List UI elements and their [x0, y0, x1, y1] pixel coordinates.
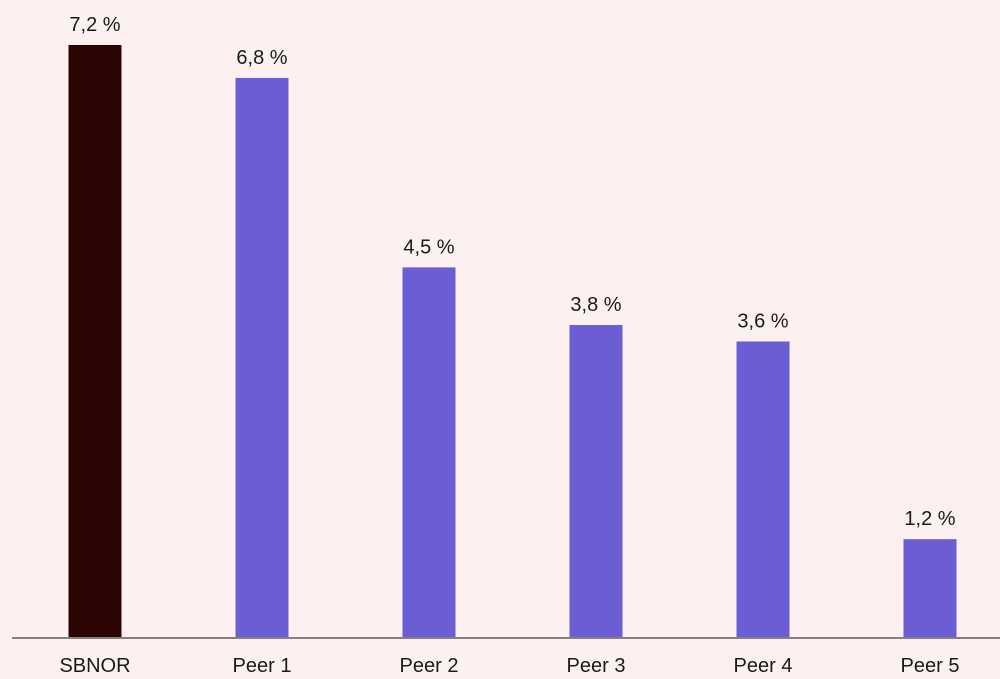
x-tick-label: SBNOR — [59, 655, 130, 677]
value-label: 1,2 % — [904, 508, 955, 530]
value-label: 3,6 % — [737, 311, 788, 333]
bar-sbnor — [68, 45, 122, 638]
value-label: 4,5 % — [403, 236, 454, 258]
bars-group — [68, 45, 957, 638]
x-tick-label: Peer 4 — [734, 655, 793, 677]
value-label: 7,2 % — [69, 14, 120, 36]
x-tick-labels-group: SBNOR Peer 1 Peer 2 Peer 3 Peer 4 Peer 5 — [59, 655, 959, 677]
bar-peer-4 — [736, 341, 790, 638]
bar-peer-2 — [402, 267, 456, 638]
x-tick-label: Peer 1 — [233, 655, 292, 677]
bar-peer-1 — [235, 77, 289, 638]
value-labels-group: 7,2 % 6,8 % 4,5 % 3,8 % 3,6 % 1,2 % — [69, 14, 955, 530]
value-label: 3,8 % — [570, 294, 621, 316]
bar-peer-3 — [569, 325, 623, 638]
value-label: 6,8 % — [236, 47, 287, 69]
x-tick-label: Peer 3 — [567, 655, 626, 677]
x-tick-label: Peer 5 — [901, 655, 960, 677]
bar-peer-5 — [903, 539, 957, 638]
x-tick-label: Peer 2 — [400, 655, 459, 677]
